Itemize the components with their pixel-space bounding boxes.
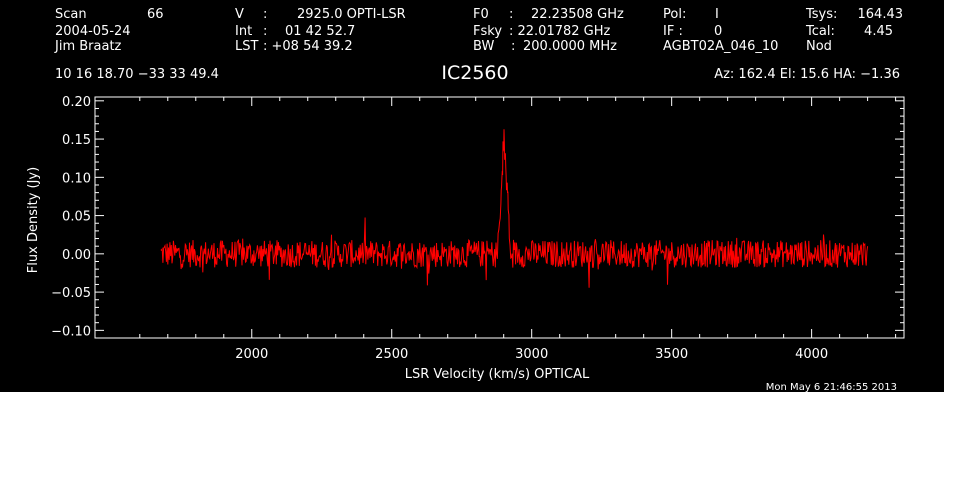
- int-sep: :: [263, 24, 267, 39]
- v-sep: :: [263, 7, 267, 22]
- v-value: 2925.0 OPTI-LSR: [297, 7, 406, 22]
- y-tick-label: 0.05: [62, 210, 91, 225]
- observer-name: Jim Braatz: [54, 39, 122, 54]
- az-el-ha: Az: 162.4 El: 15.6 HA: −1.36: [714, 67, 900, 82]
- lst-label: LST: [235, 39, 258, 54]
- y-tick-label: 0.15: [62, 133, 91, 148]
- plot-frame: [94, 96, 905, 339]
- tsys-value: 164.43: [858, 7, 904, 22]
- obs-date: 2004-05-24: [55, 24, 131, 39]
- f0-label: F0: [473, 7, 489, 22]
- header-block: Scan 66 2004-05-24 Jim Braatz V : 2925.0…: [54, 7, 903, 84]
- lst-value: : +08 54 39.2: [263, 39, 353, 54]
- render-timestamp: Mon May 6 21:46:55 2013: [766, 382, 897, 392]
- y-tick-label: 0.20: [62, 95, 91, 110]
- project-id: AGBT02A_046_10: [663, 39, 778, 54]
- plot-window: Scan 66 2004-05-24 Jim Braatz V : 2925.0…: [0, 0, 944, 392]
- tsys-label: Tsys:: [805, 7, 837, 22]
- bw-value: 200.0000 MHz: [523, 39, 617, 54]
- f0-value: 22.23508 GHz: [531, 7, 624, 22]
- if-label: IF :: [663, 24, 683, 39]
- y-tick-label: 0.10: [62, 171, 91, 186]
- plot-axes: 2000 2500 3000 3500 4000 −0.10 −0.05 0.00 0.05 0…: [51, 95, 905, 362]
- y-ticks: −0.10 −0.05 0.00 0.05 0.10 0.15 0.20: [51, 95, 904, 339]
- x-tick-label: 4000: [795, 347, 828, 362]
- int-value: 01 42 52.7: [285, 24, 355, 39]
- tcal-label: Tcal:: [805, 24, 835, 39]
- spectrum-line: [160, 129, 869, 288]
- source-name: IC2560: [441, 62, 508, 84]
- y-tick-label: −0.10: [51, 324, 91, 339]
- fsky-value: : 22.01782 GHz: [509, 24, 611, 39]
- spectrum-chart: Scan 66 2004-05-24 Jim Braatz V : 2925.0…: [0, 0, 944, 392]
- v-label: V: [235, 7, 244, 22]
- y-tick-label: −0.05: [51, 286, 91, 301]
- source-coords: 10 16 18.70 −33 33 49.4: [55, 67, 219, 82]
- x-axis-label: LSR Velocity (km/s) OPTICAL: [405, 367, 590, 382]
- x-tick-label: 3500: [655, 347, 688, 362]
- tcal-value: 4.45: [864, 24, 893, 39]
- spectrum-series: [160, 129, 869, 288]
- if-value: 0: [714, 24, 722, 39]
- x-tick-label: 3000: [515, 347, 548, 362]
- y-axis-label: Flux Density (Jy): [26, 167, 41, 273]
- y-tick-label: 0.00: [62, 248, 91, 263]
- x-tick-label: 2500: [375, 347, 408, 362]
- fsky-label: Fsky: [473, 24, 502, 39]
- f0-sep: :: [509, 7, 513, 22]
- scan-value: 66: [147, 7, 164, 22]
- int-label: Int: [235, 24, 252, 39]
- x-tick-label: 2000: [235, 347, 268, 362]
- chart-background: [0, 0, 944, 392]
- scan-label: Scan: [55, 7, 87, 22]
- procedure: Nod: [806, 39, 832, 54]
- pol-label: Pol:: [663, 7, 686, 22]
- bw-sep: :: [511, 39, 515, 54]
- bw-label: BW: [473, 39, 494, 54]
- pol-value: I: [715, 7, 719, 22]
- x-ticks: 2000 2500 3000 3500 4000: [139, 97, 897, 362]
